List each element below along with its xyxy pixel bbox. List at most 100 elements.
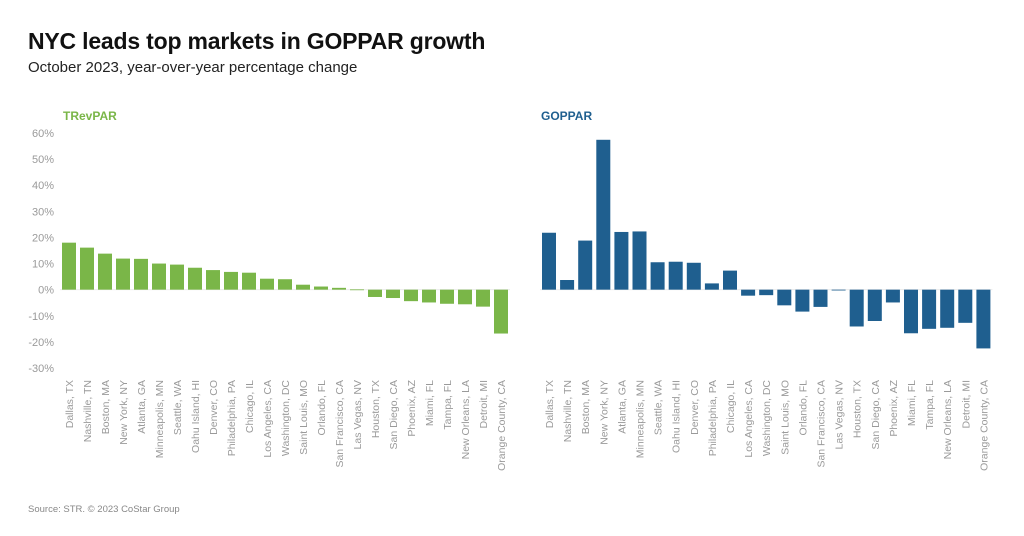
x-tick-label: Chicago, IL [725, 380, 737, 433]
x-tick-label: Houston, TX [370, 380, 382, 438]
x-tick-label: Nashville, TN [82, 380, 94, 442]
bar-oahu-island-hi [668, 261, 683, 290]
bar-san-francisco-ca [813, 289, 828, 307]
bar-seattle-wa [170, 264, 184, 290]
x-tick-label: Houston, TX [852, 380, 864, 438]
x-tick-label: Minneapolis, MN [635, 380, 647, 458]
x-tick-label: New Orleans, LA [460, 380, 472, 459]
y-tick-label: 10% [32, 259, 54, 271]
x-tick-label: Boston, MA [580, 380, 592, 434]
chart-title: NYC leads top markets in GOPPAR growth [28, 28, 486, 54]
bar-philadelphia-pa [704, 283, 719, 290]
x-tick-label: Detroit, MI [478, 380, 490, 428]
x-tick-label: Detroit, MI [960, 380, 972, 428]
bar-new-york-ny [116, 258, 130, 290]
x-tick-label: Tampa, FL [442, 380, 454, 430]
x-tick-label: Los Angeles, CA [743, 380, 755, 458]
bar-new-orleans-la [458, 289, 472, 305]
x-tick-label: Dallas, TX [64, 380, 76, 428]
x-tick-label: Seattle, WA [172, 380, 184, 435]
bar-los-angeles-ca [741, 289, 756, 296]
x-tick-label: New York, NY [118, 380, 130, 445]
y-tick-label: 50% [32, 154, 54, 166]
x-tick-label: Orange County, CA [496, 380, 508, 471]
x-tick-label: Boston, MA [100, 380, 112, 434]
x-tick-label: Saint Louis, MO [779, 380, 791, 455]
bar-nashville-tn [80, 247, 94, 290]
bar-san-francisco-ca [332, 287, 346, 290]
x-tick-label: Miami, FL [906, 380, 918, 426]
trevpar-panel: TRevPAR 60% 50% 40% 30% 20% 10% 0% -10% -20% -30% D… [28, 109, 510, 471]
x-tick-label: Orange County, CA [978, 380, 990, 471]
bar-saint-louis-mo [296, 284, 310, 290]
x-tick-label: Washington, DC [280, 380, 292, 456]
goppar-panel: GOPPAR Dallas, TX Nashville, TN Boston, MA N… [540, 109, 993, 471]
bar-philadelphia-pa [224, 271, 238, 290]
x-tick-label: Nashville, TN [562, 380, 574, 442]
y-tick-label: 60% [32, 128, 54, 140]
panel-title: GOPPAR [541, 109, 592, 123]
x-tick-label: Orlando, FL [797, 380, 809, 436]
x-tick-label: Philadelphia, PA [226, 380, 238, 456]
y-tick-label: -10% [28, 311, 54, 323]
bar-washington-dc [759, 289, 774, 296]
bar-minneapolis-mn [152, 263, 166, 290]
source-note: Source: STR. © 2023 CoStar Group [28, 504, 180, 515]
bar-denver-co [686, 262, 701, 290]
panel-title: TRevPAR [63, 109, 117, 123]
y-tick-label: 0% [38, 285, 54, 297]
x-tick-label: Phoenix, AZ [406, 379, 418, 436]
bar-los-angeles-ca [260, 278, 274, 290]
x-tick-label: Washington, DC [761, 380, 773, 456]
bar-phoenix-az [885, 289, 900, 303]
bar-miami-fl [904, 289, 918, 334]
bar-chicago-il [723, 270, 737, 290]
bar-tampa-fl [440, 289, 454, 304]
x-tick-label: Oahu Island, HI [671, 380, 683, 453]
bar-new-orleans-la [940, 289, 955, 328]
bar-minneapolis-mn [632, 231, 647, 290]
x-tick-label: Seattle, WA [653, 380, 665, 435]
bar-boston-ma [98, 253, 112, 290]
y-tick-label: 40% [32, 180, 54, 192]
y-tick-label: -20% [28, 337, 54, 349]
bar-saint-louis-mo [777, 289, 792, 306]
y-tick-label: 20% [32, 232, 54, 244]
x-tick-label: Miami, FL [424, 380, 436, 426]
x-tick-label: Las Vegas, NV [352, 380, 364, 449]
bar-orange-county-ca [494, 289, 508, 334]
x-tick-label: Phoenix, AZ [888, 379, 900, 436]
bar-nashville-tn [560, 280, 575, 290]
x-tick-label: New Orleans, LA [942, 380, 954, 459]
y-tick-label: 30% [32, 206, 54, 218]
bar-dallas-tx [542, 232, 556, 290]
bar-miami-fl [422, 289, 436, 303]
bar-boston-ma [578, 240, 593, 290]
x-tick-label: Las Vegas, NV [834, 380, 846, 449]
x-tick-label: Denver, CO [689, 380, 701, 435]
x-tick-label: Atlanta, GA [136, 380, 148, 434]
bar-new-york-ny [596, 139, 611, 290]
bar-oahu-island-hi [188, 267, 202, 290]
x-tick-label: Denver, CO [208, 380, 220, 435]
bar-chicago-il [242, 272, 256, 290]
x-tick-label: Dallas, TX [544, 380, 556, 428]
bar-houston-tx [368, 289, 382, 297]
y-tick-label: -30% [28, 363, 54, 375]
bar-orlando-fl [795, 289, 810, 312]
x-tick-label: San Francisco, CA [334, 380, 346, 468]
bar-seattle-wa [650, 262, 665, 290]
x-tick-label: Minneapolis, MN [154, 380, 166, 458]
x-tick-label: San Diego, CA [870, 380, 882, 449]
x-tick-label: Los Angeles, CA [262, 380, 274, 458]
x-tick-label: San Francisco, CA [816, 380, 828, 468]
bar-houston-tx [849, 289, 864, 327]
bar-detroit-mi [476, 289, 490, 307]
bar-las-vegas-nv [350, 289, 364, 291]
x-tick-label: San Diego, CA [388, 380, 400, 449]
x-tick-label: Atlanta, GA [616, 380, 628, 434]
bar-denver-co [206, 270, 220, 290]
x-tick-label: Philadelphia, PA [707, 380, 719, 456]
bar-san-diego-ca [386, 289, 400, 299]
